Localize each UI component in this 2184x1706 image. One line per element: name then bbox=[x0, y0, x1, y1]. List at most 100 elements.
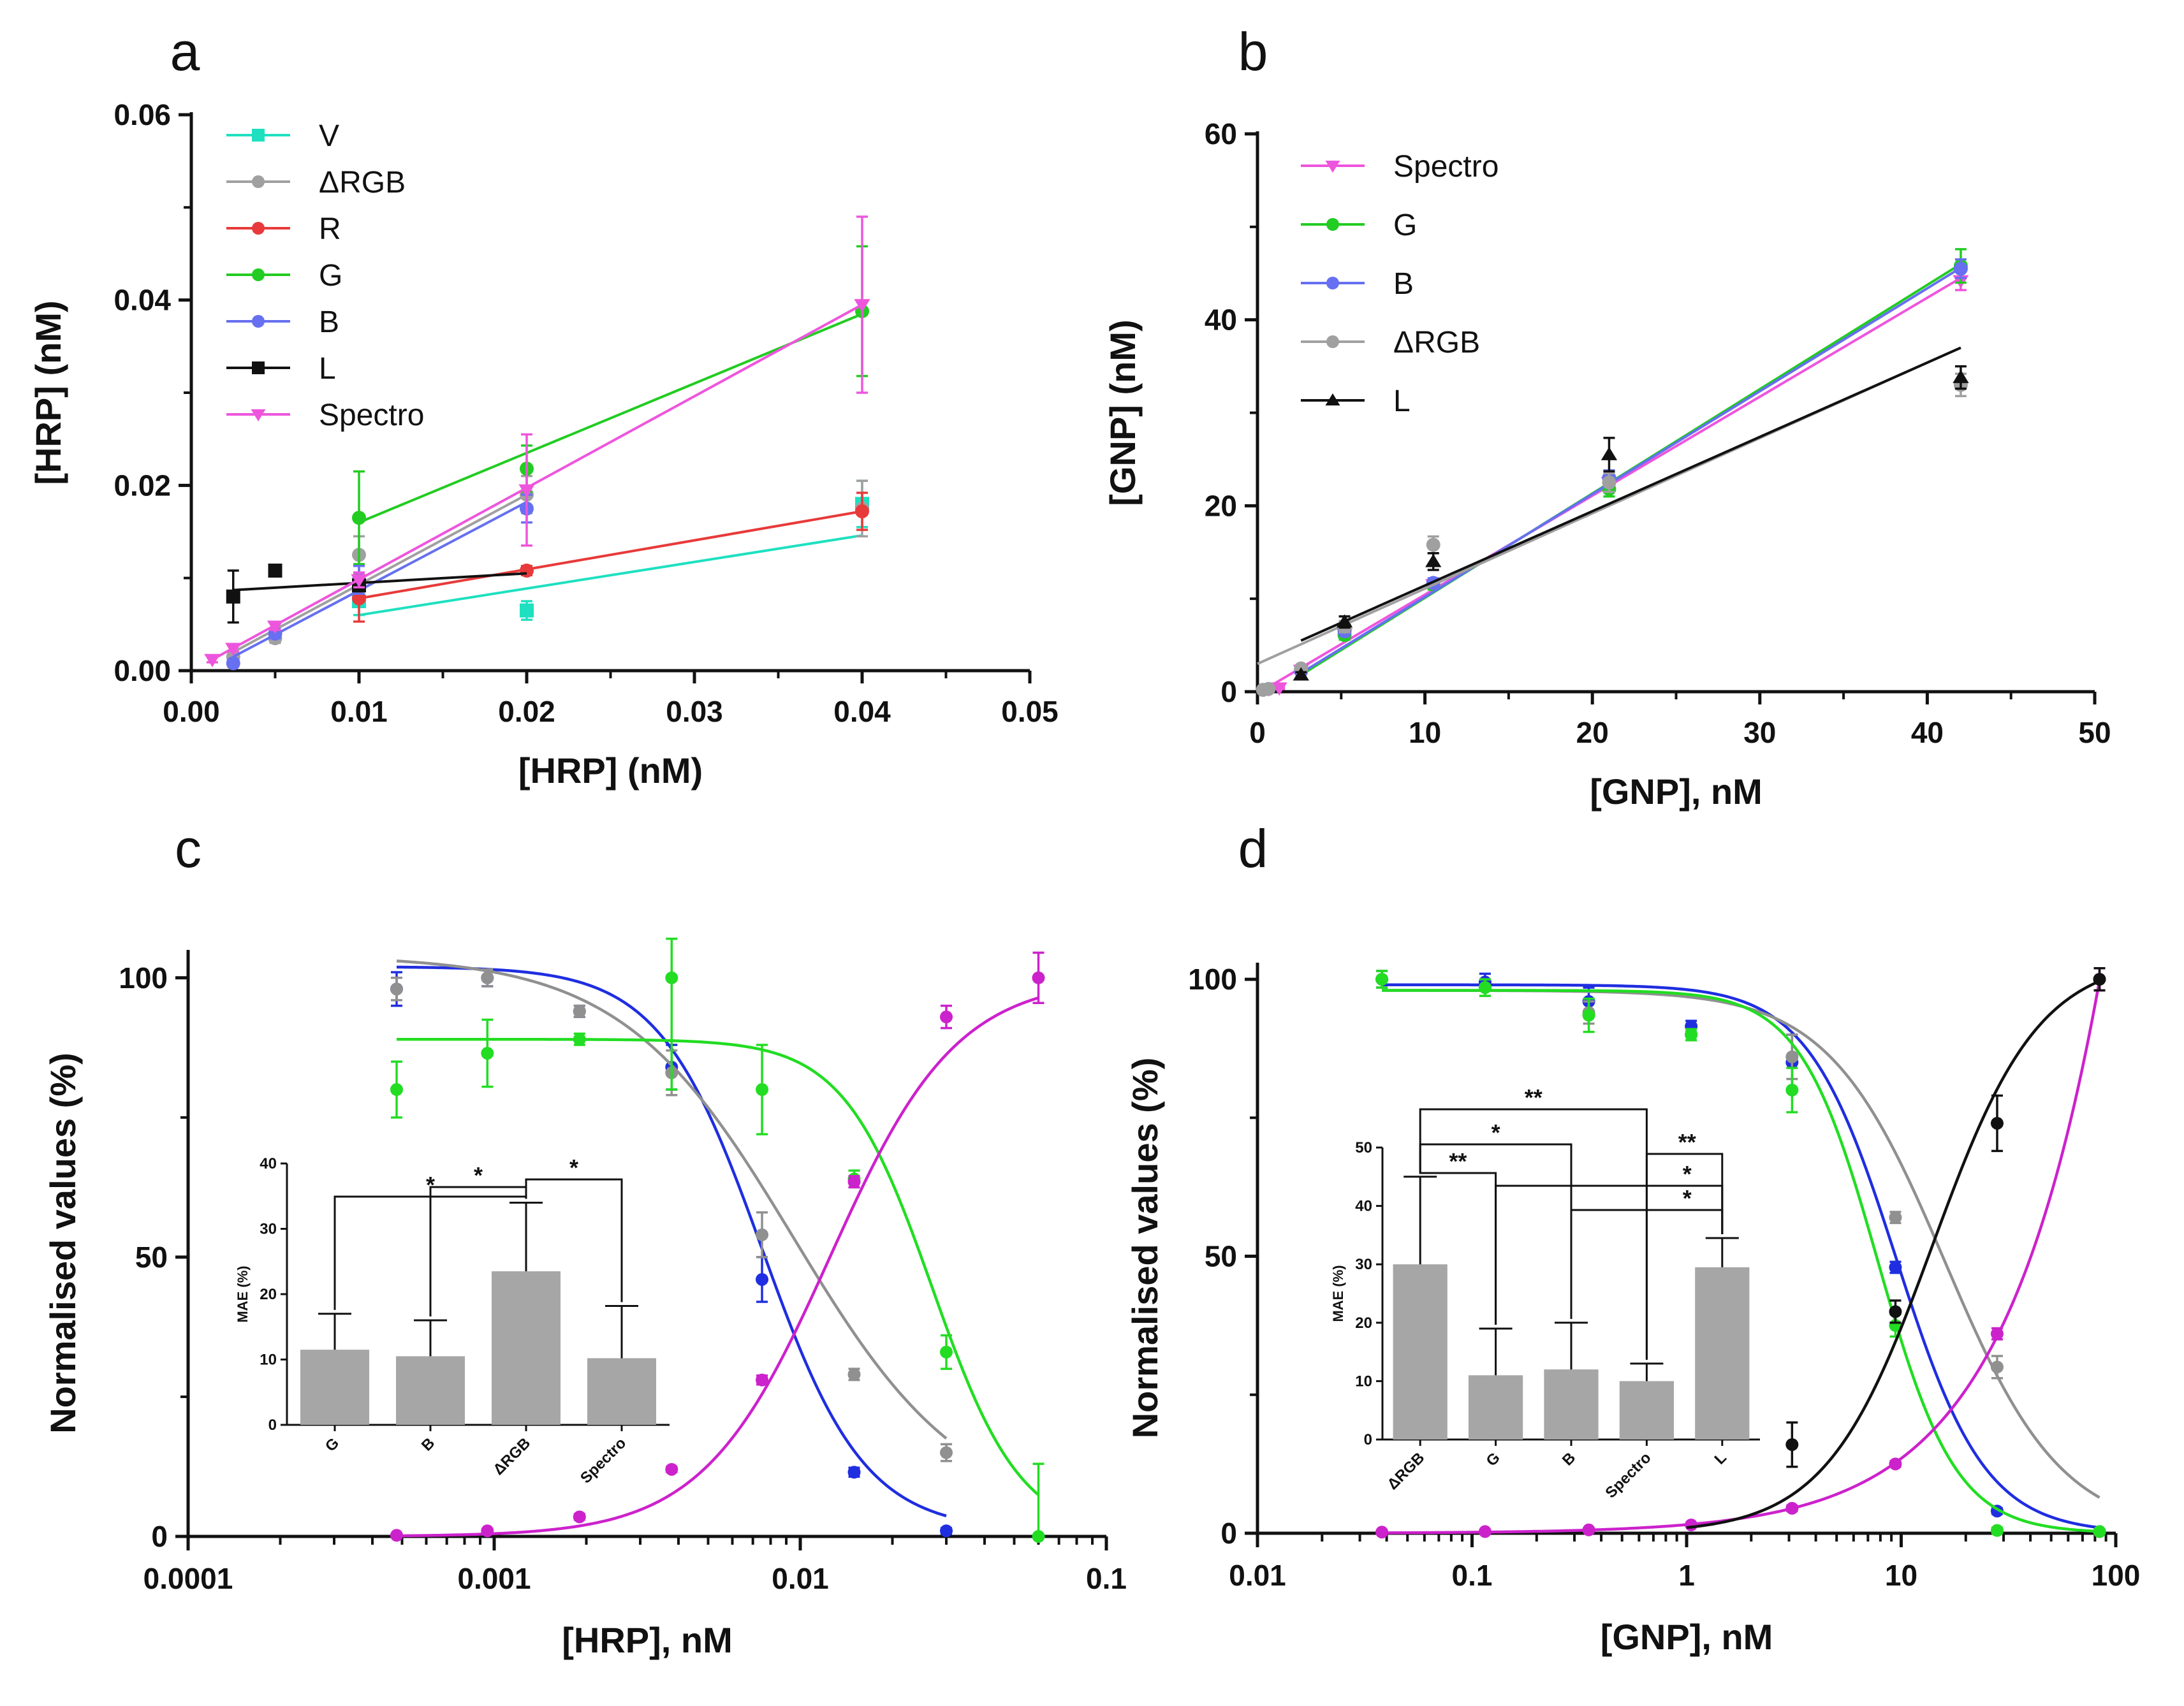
fit-line-b bbox=[232, 500, 527, 658]
inset-y-tick-label: 0 bbox=[1364, 1431, 1372, 1448]
inset-y-axis-title: MAE (%) bbox=[1330, 1265, 1346, 1322]
x-tick-label: 0 bbox=[1249, 716, 1266, 749]
data-point bbox=[352, 591, 366, 606]
inset-x-tick-label: B bbox=[418, 1434, 438, 1454]
data-point bbox=[390, 1083, 403, 1097]
legend-entry-r: R bbox=[319, 212, 341, 246]
inset-y-tick-label: 30 bbox=[260, 1221, 277, 1238]
inset-x-tick-label: Spectro bbox=[577, 1434, 629, 1487]
x-axis-title: [HRP] (nM) bbox=[518, 750, 703, 791]
inset-x-tick-label: L bbox=[1711, 1449, 1730, 1468]
data-point bbox=[847, 1466, 861, 1479]
legend-swatch-marker bbox=[1326, 277, 1339, 289]
inset-bar-spectro bbox=[587, 1358, 656, 1425]
data-point bbox=[1889, 1305, 1902, 1318]
data-point bbox=[756, 1083, 769, 1097]
x-tick-label: 1 bbox=[1678, 1559, 1695, 1592]
data-point bbox=[1478, 1525, 1491, 1538]
data-point bbox=[1990, 1524, 2004, 1537]
y-tick-label: 0 bbox=[1220, 1517, 1237, 1550]
fit-line-b bbox=[1300, 266, 1961, 674]
legend-swatch-marker bbox=[252, 175, 265, 188]
data-point bbox=[1889, 1211, 1902, 1224]
x-tick-label: 0.03 bbox=[666, 695, 723, 728]
fit-curve-g bbox=[396, 1037, 1040, 1496]
inset-y-tick-label: 20 bbox=[1355, 1315, 1372, 1332]
fit-line-v bbox=[358, 534, 863, 616]
x-tick-label: 0.04 bbox=[833, 695, 891, 728]
data-point bbox=[854, 299, 870, 313]
significance-label: ** bbox=[1678, 1129, 1696, 1155]
data-point bbox=[665, 971, 678, 984]
data-point bbox=[481, 1524, 494, 1538]
x-tick-label: 0.0001 bbox=[143, 1562, 233, 1595]
data-point bbox=[855, 504, 869, 519]
data-point bbox=[756, 1373, 769, 1387]
data-point bbox=[1785, 1083, 1799, 1097]
panel-label: d bbox=[1238, 819, 1268, 879]
significance-label: ** bbox=[1525, 1084, 1543, 1111]
significance-label: * bbox=[1683, 1161, 1692, 1187]
error-bar bbox=[666, 937, 678, 1091]
legend-entry-b: B bbox=[1393, 267, 1414, 301]
data-point bbox=[665, 1462, 678, 1476]
significance-label: * bbox=[1491, 1119, 1500, 1146]
inset-bar-g bbox=[1468, 1375, 1523, 1440]
legend-entry-spectro: Spectro bbox=[1393, 150, 1499, 184]
data-point bbox=[1785, 1050, 1799, 1063]
series-spectro bbox=[390, 951, 1045, 1542]
panel-label: c bbox=[175, 819, 202, 879]
data-point bbox=[1990, 1116, 2004, 1130]
data-point bbox=[518, 484, 535, 498]
inset-x-tick-label: ΔRGB bbox=[1384, 1449, 1428, 1493]
data-point bbox=[940, 1010, 953, 1024]
inset-y-tick-label: 10 bbox=[260, 1352, 277, 1369]
data-point bbox=[940, 1524, 953, 1538]
data-point bbox=[1582, 1523, 1595, 1536]
fit-line-l bbox=[1300, 346, 1961, 642]
legend-swatch-marker bbox=[251, 409, 266, 421]
significance-bracket: * bbox=[525, 1155, 623, 1302]
x-tick-label: 20 bbox=[1576, 716, 1609, 749]
y-tick-label: 0.00 bbox=[114, 654, 171, 687]
data-point bbox=[226, 656, 240, 671]
x-tick-label: 10 bbox=[1409, 716, 1441, 749]
inset-y-tick-label: 40 bbox=[1355, 1198, 1372, 1215]
x-tick-label: 10 bbox=[1885, 1559, 1917, 1592]
error-bar bbox=[1032, 1462, 1044, 1538]
significance-label: * bbox=[1683, 1185, 1692, 1211]
y-tick-label: 50 bbox=[135, 1241, 168, 1274]
fit-curve-b bbox=[1382, 983, 2100, 1529]
inset-bar-b bbox=[1544, 1369, 1599, 1440]
data-point bbox=[352, 511, 366, 525]
data-point bbox=[2093, 973, 2106, 986]
data-point bbox=[1685, 1028, 1698, 1041]
significance-bracket: * bbox=[1570, 1185, 1724, 1319]
inset-bar-rgb bbox=[1393, 1264, 1447, 1440]
x-axis-title: [GNP], nM bbox=[1590, 771, 1763, 812]
y-tick-label: 100 bbox=[1188, 963, 1237, 996]
legend-swatch-marker bbox=[1325, 161, 1340, 173]
data-point bbox=[1426, 537, 1440, 552]
fit-line-rgb bbox=[232, 493, 527, 653]
data-point bbox=[1293, 667, 1309, 681]
data-point bbox=[1990, 1360, 2004, 1374]
bracket-line bbox=[1570, 1209, 1724, 1319]
x-tick-label: 30 bbox=[1743, 716, 1776, 749]
series-g bbox=[352, 245, 869, 565]
data-point bbox=[1953, 369, 1969, 383]
fit-line-g bbox=[358, 312, 863, 524]
data-point bbox=[225, 643, 242, 657]
inset-x-tick-label: Spectro bbox=[1602, 1449, 1654, 1501]
legend-entry-b: B bbox=[319, 305, 339, 339]
data-point bbox=[204, 653, 221, 667]
series-rgb bbox=[226, 475, 869, 664]
data-point bbox=[1990, 1327, 2004, 1341]
x-tick-label: 100 bbox=[2092, 1559, 2141, 1592]
y-tick-label: 60 bbox=[1205, 117, 1237, 150]
y-tick-label: 20 bbox=[1205, 489, 1237, 522]
legend-swatch-marker bbox=[252, 268, 265, 281]
data-point bbox=[226, 589, 240, 604]
